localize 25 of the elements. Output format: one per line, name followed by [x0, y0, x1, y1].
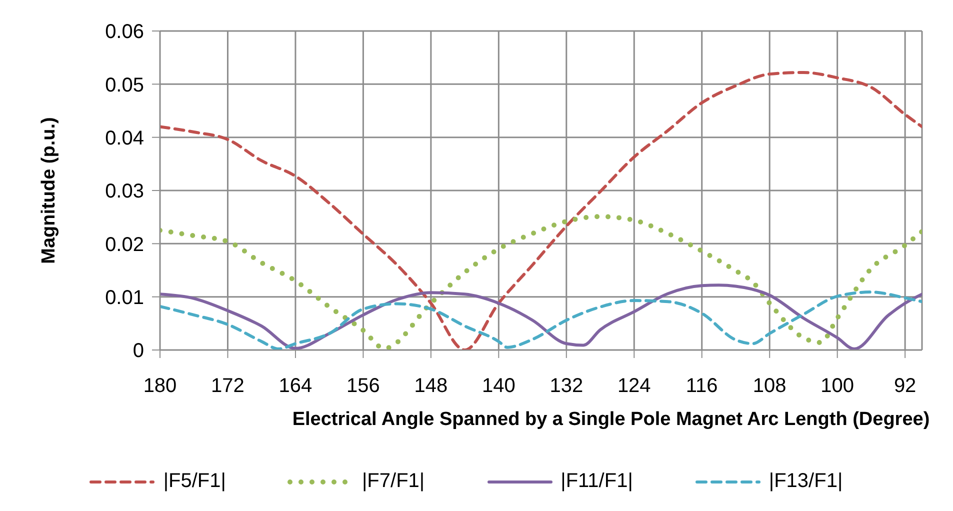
legend-label: |F13/F1| — [768, 470, 843, 493]
x-tick-label: 108 — [752, 375, 786, 398]
y-tick-label: 0.02 — [105, 234, 144, 256]
x-tick-label: 100 — [820, 375, 854, 398]
y-axis-title: Magnitude (p.u.) — [38, 117, 60, 264]
x-tick-label: 164 — [278, 375, 312, 398]
x-tick-label: 132 — [550, 375, 584, 398]
x-axis-title: Electrical Angle Spanned by a Single Pole Magnet Arc Length (Degree) — [292, 409, 930, 430]
y-tick-label: 0 — [132, 340, 144, 362]
x-tick-label: 116 — [686, 375, 718, 398]
x-tick-label: 148 — [414, 375, 448, 398]
x-tick-label: 180 — [143, 375, 177, 398]
legend-label: |F7/F1| — [362, 470, 425, 493]
x-tick-label: 140 — [482, 375, 516, 398]
y-tick-label: 0.06 — [105, 21, 144, 44]
y-tick-label: 0.05 — [105, 74, 144, 96]
y-tick-label: 0.03 — [105, 180, 144, 203]
x-tick-label: 92 — [894, 375, 916, 398]
legend-label: |F5/F1| — [163, 470, 226, 493]
x-tick-label: 124 — [617, 375, 651, 398]
y-tick-label: 0.04 — [105, 127, 144, 150]
x-tick-label: 156 — [346, 375, 380, 398]
legend-label: |F11/F1| — [560, 470, 633, 493]
y-tick-label: 0.01 — [105, 286, 144, 309]
x-tick-label: 172 — [211, 375, 244, 398]
